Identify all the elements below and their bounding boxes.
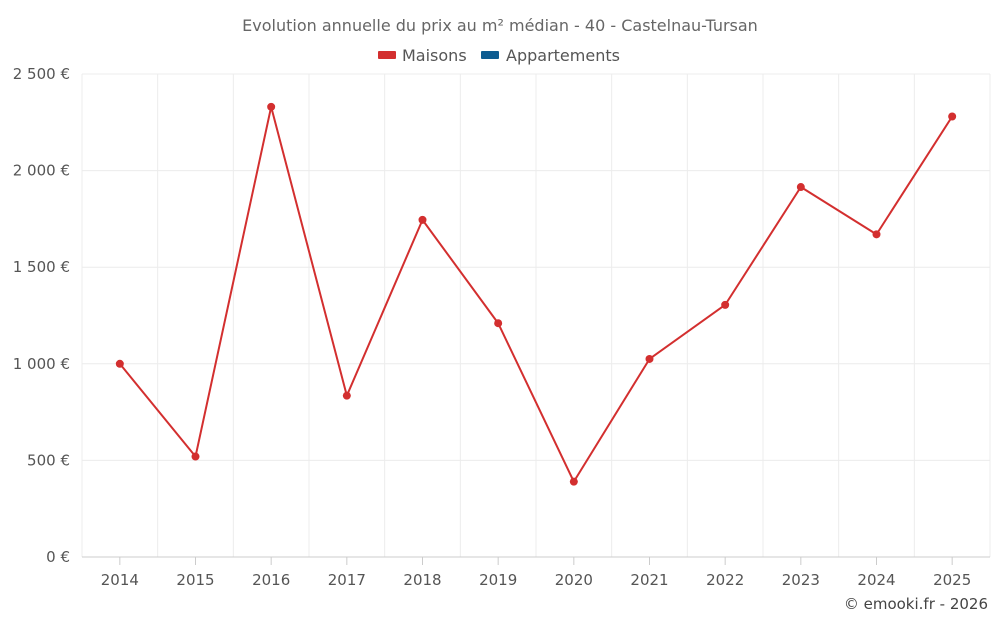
legend-swatch-appartements xyxy=(481,51,499,59)
y-tick-label: 2 500 € xyxy=(13,65,70,83)
x-tick-label: 2014 xyxy=(101,571,139,589)
data-point-maisons[interactable] xyxy=(418,215,427,224)
y-tick-label: 2 000 € xyxy=(13,162,70,180)
data-point-maisons[interactable] xyxy=(191,452,200,461)
x-tick-label: 2023 xyxy=(782,571,820,589)
y-tick-label: 500 € xyxy=(27,451,70,469)
credit-text: © emooki.fr - 2026 xyxy=(844,595,988,613)
data-point-maisons[interactable] xyxy=(267,102,276,111)
data-point-maisons[interactable] xyxy=(796,183,805,192)
data-point-maisons[interactable] xyxy=(872,230,881,239)
x-tick-label: 2015 xyxy=(176,571,214,589)
data-point-maisons[interactable] xyxy=(494,319,503,328)
x-tick-label: 2020 xyxy=(555,571,593,589)
data-point-maisons[interactable] xyxy=(948,112,957,121)
chart-title: Evolution annuelle du prix au m² médian … xyxy=(242,16,758,35)
series-line-maisons xyxy=(119,105,954,483)
y-tick-label: 1 500 € xyxy=(13,258,70,276)
data-point-maisons[interactable] xyxy=(115,359,124,368)
x-tick-label: 2022 xyxy=(706,571,744,589)
x-axis-ticks: 2014 2015 2016 2017 2018 2019 2020 2021 2022 2023… xyxy=(101,557,971,589)
y-tick-label: 0 € xyxy=(46,548,70,566)
x-tick-label: 2017 xyxy=(328,571,366,589)
legend-label-appartements: Appartements xyxy=(506,46,620,65)
legend: Maisons Appartements xyxy=(378,46,620,65)
data-point-maisons[interactable] xyxy=(645,354,654,363)
legend-label-maisons: Maisons xyxy=(402,46,467,65)
legend-item-appartements[interactable]: Appartements xyxy=(481,46,620,65)
y-axis-ticks: 0 € 500 € 1 000 € 1 500 € 2 000 € 2 500 € xyxy=(13,65,70,566)
legend-item-maisons[interactable]: Maisons xyxy=(378,46,467,65)
series-layer xyxy=(115,102,957,486)
data-point-maisons[interactable] xyxy=(721,300,730,309)
x-tick-label: 2016 xyxy=(252,571,290,589)
x-gridlines xyxy=(81,74,991,557)
x-tick-label: 2018 xyxy=(403,571,441,589)
x-tick-label: 2024 xyxy=(857,571,895,589)
x-tick-label: 2025 xyxy=(933,571,971,589)
data-point-maisons[interactable] xyxy=(569,477,578,486)
data-point-maisons[interactable] xyxy=(342,391,351,400)
x-tick-label: 2019 xyxy=(479,571,517,589)
y-tick-label: 1 000 € xyxy=(13,355,70,373)
legend-swatch-maisons xyxy=(378,51,396,59)
x-tick-label: 2021 xyxy=(630,571,668,589)
